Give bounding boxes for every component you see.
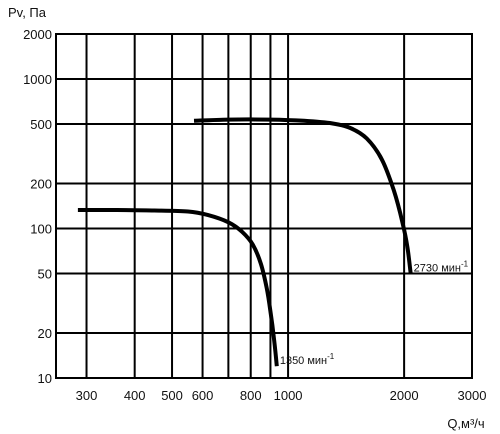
- y-tick-label: 20: [38, 326, 52, 341]
- x-tick-label: 400: [124, 388, 146, 403]
- curve-1-label: 1350 мин-1: [280, 352, 335, 367]
- y-axis-title: Pv, Па: [8, 5, 47, 20]
- x-tick-label: 500: [161, 388, 183, 403]
- x-tick-label: 3000: [458, 388, 487, 403]
- curve-1: [77, 207, 279, 367]
- x-tick-label: 300: [76, 388, 98, 403]
- curves: [77, 117, 413, 367]
- x-tick-label: 2000: [390, 388, 419, 403]
- curve-2-label: 2730 мин-1: [414, 260, 469, 275]
- x-tick-label: 800: [240, 388, 262, 403]
- y-tick-label: 50: [38, 267, 52, 282]
- grid: [56, 33, 473, 379]
- curve-labels: 1350 мин-1 2730 мин-1: [280, 260, 469, 368]
- y-tick-label: 1000: [23, 72, 52, 87]
- y-tick-label: 100: [30, 222, 52, 237]
- y-tick-label: 500: [30, 117, 52, 132]
- x-tick-label: 1000: [274, 388, 303, 403]
- x-axis-title: Q,м³/ч: [447, 416, 484, 431]
- curve-2: [193, 117, 413, 274]
- x-tick-label: 600: [192, 388, 214, 403]
- plot-frame: [55, 33, 473, 379]
- y-tick-label: 2000: [23, 27, 52, 42]
- y-tick-label: 10: [38, 371, 52, 386]
- y-axis-ticks: 10 20 50 100 200 500 1000 2000: [23, 27, 52, 386]
- x-axis-ticks: 300 400 500 600 800 1000 2000 3000: [76, 388, 487, 403]
- y-tick-label: 200: [30, 176, 52, 191]
